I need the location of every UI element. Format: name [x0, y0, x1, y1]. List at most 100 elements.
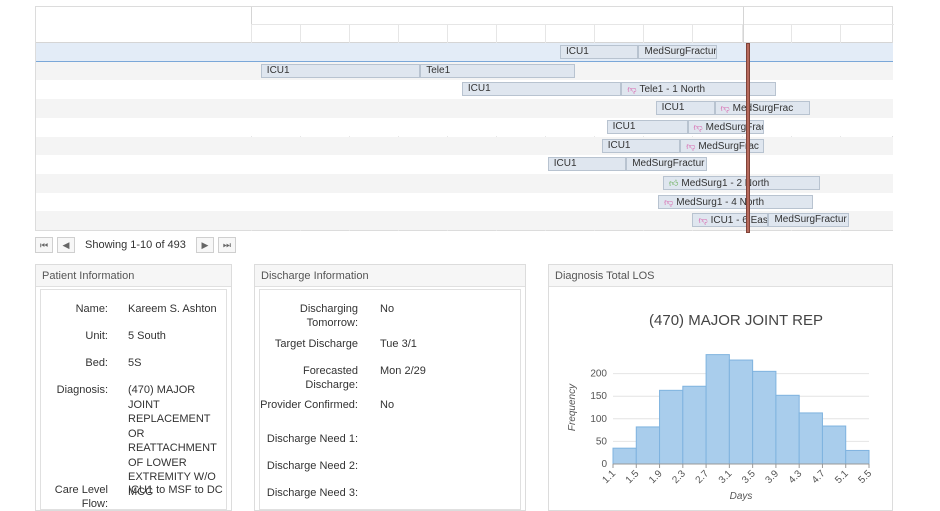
bar-label: MedSurgFrac [732, 103, 794, 115]
field-label: Unit: [85, 330, 108, 342]
y-axis-label: Frequency [567, 383, 578, 431]
x-tick-label: 5.1 [833, 468, 851, 486]
x-tick-label: 3.5 [740, 468, 758, 486]
care-level-bar[interactable]: MedSurgFractur [768, 213, 850, 228]
bar-label: ICU1 - 6 East [710, 215, 769, 227]
bar-label: Tele1 [426, 64, 451, 76]
care-level-bar[interactable]: 👎︎ ICU1 - 6 East [692, 213, 769, 228]
field-label: Discharging Tomorrow: [299, 303, 358, 329]
care-level-bar[interactable]: 👎︎ MedSurg1 - 4 North [658, 194, 813, 209]
care-level-bar[interactable]: ICU1 [606, 119, 688, 134]
care-level-bar[interactable]: ICU1 [560, 45, 639, 59]
today-marker [746, 43, 751, 233]
bar-label: MedSurgFractur [632, 158, 705, 170]
care-level-bar[interactable]: MedSurgFractur [626, 157, 708, 172]
field-value: Tue 3/1 [380, 338, 417, 350]
thumbs-down-icon: 👎︎ [686, 140, 696, 151]
bar-label: Tele1 - 1 North [639, 84, 706, 96]
next-page-button[interactable]: ▶ [195, 237, 214, 253]
y-tick-label: 200 [590, 369, 607, 380]
bar-label: MedSurg1 - 4 North [676, 196, 765, 208]
x-tick-label: 5.5 [857, 468, 875, 486]
x-axis-label: Days [730, 491, 753, 502]
bar-label: MedSurgFractur [774, 214, 847, 226]
patient-info-panel: Patient Information Name: Kareem S. Ashto… [35, 264, 232, 511]
care-level-bar[interactable]: ICU1 [547, 157, 627, 172]
thumbs-down-icon: 👎︎ [698, 215, 708, 226]
field-value: No [380, 303, 395, 315]
histogram-bar [705, 354, 730, 465]
y-tick-label: 150 [590, 391, 607, 402]
bar-label: ICU1 [661, 102, 685, 114]
thumbs-down-icon: 👎︎ [627, 84, 637, 95]
thumbs-down-icon: 👎︎ [664, 196, 674, 207]
histogram-bar [821, 425, 847, 465]
first-page-button[interactable]: ⏮ [35, 237, 53, 253]
care-level-bar[interactable]: 👎︎ MedSurgFrac [714, 101, 811, 116]
care-level-bar[interactable]: MedSurgFractur [638, 45, 717, 59]
bar-label: MedSurgFractur [644, 46, 717, 57]
care-level-bar[interactable]: 👍︎ MedSurg1 - 2 North [663, 175, 820, 190]
care-level-bar[interactable]: ICU1 [461, 82, 622, 97]
pager: ⏮ ◀ Showing 1-10 of 493 ▶ ⏭ [35, 236, 236, 254]
x-tick-label: 3.1 [717, 468, 735, 486]
pager-text: Showing 1-10 of 493 [85, 239, 186, 251]
patient-gantt: ICU1 MedSurgFractur ICU1 Tele1 ICU1 👎︎ Tele1 -… [35, 6, 894, 233]
x-tick-label: 1.5 [624, 468, 642, 486]
field-value: (470) MAJOR JOINT REPLACEMENT OR REATTAC… [128, 384, 217, 498]
x-tick-label: 2.3 [670, 468, 688, 486]
histogram-bar [659, 389, 684, 465]
table-row[interactable] [36, 43, 893, 62]
bar-label: MedSurgFrac [698, 140, 759, 152]
care-level-bar[interactable]: 👎︎ MedSurgFrac [687, 119, 764, 134]
field-value: ICU1 to MSF to DC [128, 484, 223, 496]
table-row[interactable] [36, 211, 893, 230]
prev-page-button[interactable]: ◀ [57, 237, 75, 253]
histogram-bar [845, 449, 870, 465]
chart-title: (470) MAJOR JOINT REP [649, 312, 823, 329]
field-label: Discharge Need 1: [266, 433, 358, 445]
x-tick-label: 2.7 [694, 468, 712, 486]
care-level-bar[interactable]: ICU1 [601, 138, 681, 153]
thumbs-down-icon: 👎︎ [720, 103, 730, 114]
los-panel: Diagnosis Total LOS (470) MAJOR JOINT RE… [548, 264, 893, 511]
x-tick-label: 3.9 [763, 468, 781, 486]
bar-label: ICU1 [266, 64, 290, 76]
histogram-bar [728, 359, 754, 465]
histogram-bar [612, 447, 637, 465]
field-value: 5S [128, 357, 142, 369]
table-row[interactable] [36, 117, 893, 137]
bar-label: ICU1 [607, 139, 631, 151]
month-boundary [743, 7, 744, 42]
histogram-bar [775, 394, 800, 465]
field-label: Name: [75, 303, 108, 315]
field-value: 5 South [128, 330, 166, 342]
field-label: Diagnosis: [56, 384, 108, 396]
field-label: Forecasted Discharge: [302, 365, 358, 391]
panel-title: Discharge Information [255, 265, 525, 287]
bar-label: ICU1 [553, 158, 577, 170]
thumbs-up-icon: 👍︎ [669, 177, 679, 188]
histogram-bar [682, 385, 707, 465]
care-level-bar[interactable]: 👎︎ Tele1 - 1 North [621, 82, 776, 97]
bar-label: MedSurgFrac [705, 121, 764, 133]
field-label: Target Discharge [274, 338, 358, 350]
field-value: Kareem S. Ashton [128, 303, 217, 315]
field-value: No [380, 399, 395, 411]
panel-title: Patient Information [36, 265, 231, 287]
care-level-bar[interactable]: Tele1 [420, 63, 575, 78]
y-tick-label: 0 [601, 459, 607, 470]
x-tick-label: 4.3 [787, 468, 805, 486]
bar-label: ICU1 [566, 46, 589, 57]
histogram-bar [798, 412, 823, 465]
discharge-info-panel: Discharge Information Discharging Tomorr… [254, 264, 526, 511]
care-level-bar[interactable]: ICU1 [260, 63, 421, 78]
care-level-bar[interactable]: 👎︎ MedSurgFrac [680, 138, 764, 153]
x-tick-label: 1.9 [647, 468, 665, 486]
care-level-bar[interactable]: ICU1 [655, 101, 715, 116]
histogram-bar [752, 370, 777, 465]
table-row[interactable] [36, 136, 893, 156]
table-row[interactable] [36, 155, 893, 174]
bar-label: ICU1 [467, 83, 491, 95]
last-page-button[interactable]: ⏭ [217, 237, 236, 253]
